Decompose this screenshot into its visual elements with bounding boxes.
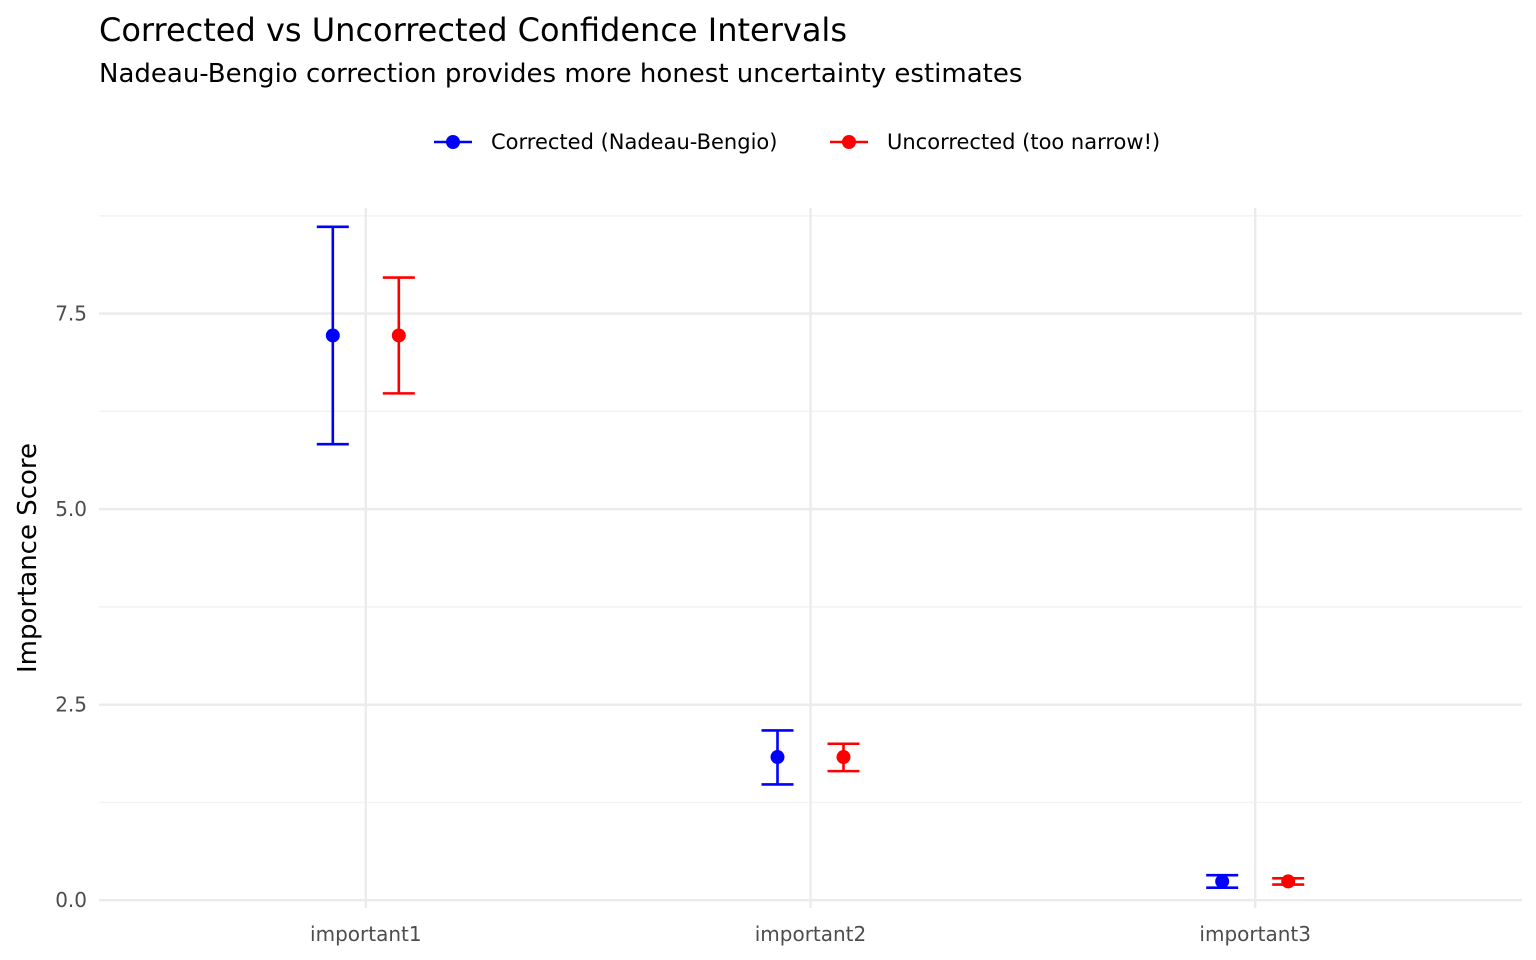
x-tick-label: important1	[310, 922, 422, 946]
estimate-point	[391, 328, 406, 343]
legend-label: Corrected (Nadeau-Bengio)	[491, 130, 777, 154]
estimate-point	[325, 328, 340, 343]
error-bar	[1272, 874, 1305, 889]
estimate-point	[1215, 874, 1230, 889]
x-tick-label: important2	[755, 922, 867, 946]
plot-area	[99, 208, 1522, 908]
legend-key-point	[446, 135, 460, 149]
y-tick-label: 5.0	[55, 497, 87, 521]
error-bar	[827, 742, 860, 773]
legend-key-point	[842, 135, 856, 149]
error-bar	[382, 276, 415, 395]
y-axis-title: Importance Score	[13, 443, 43, 673]
legend-item: Uncorrected (too narrow!)	[830, 130, 1160, 154]
error-bar	[761, 729, 794, 786]
legend-label: Uncorrected (too narrow!)	[887, 130, 1160, 154]
error-bar	[316, 225, 349, 446]
y-tick-label: 0.0	[55, 888, 87, 912]
x-tick-label: important3	[1199, 922, 1311, 946]
legend: Corrected (Nadeau-Bengio) Uncorrected (to…	[434, 130, 1160, 154]
estimate-point	[1281, 874, 1296, 889]
y-tick-label: 2.5	[55, 693, 87, 717]
error-bar	[1206, 873, 1239, 889]
data-marks	[316, 225, 1305, 889]
estimate-point	[770, 750, 785, 765]
grid	[99, 208, 1522, 908]
legend-item: Corrected (Nadeau-Bengio)	[434, 130, 777, 154]
chart-subtitle: Nadeau-Bengio correction provides more h…	[99, 59, 1022, 89]
estimate-point	[836, 750, 851, 765]
y-tick-label: 7.5	[55, 302, 87, 326]
axes: 0.0 2.5 5.0 7.5 important1 important2 importan…	[55, 302, 1311, 946]
chart-title: Corrected vs Uncorrected Confidence Inte…	[99, 11, 847, 49]
